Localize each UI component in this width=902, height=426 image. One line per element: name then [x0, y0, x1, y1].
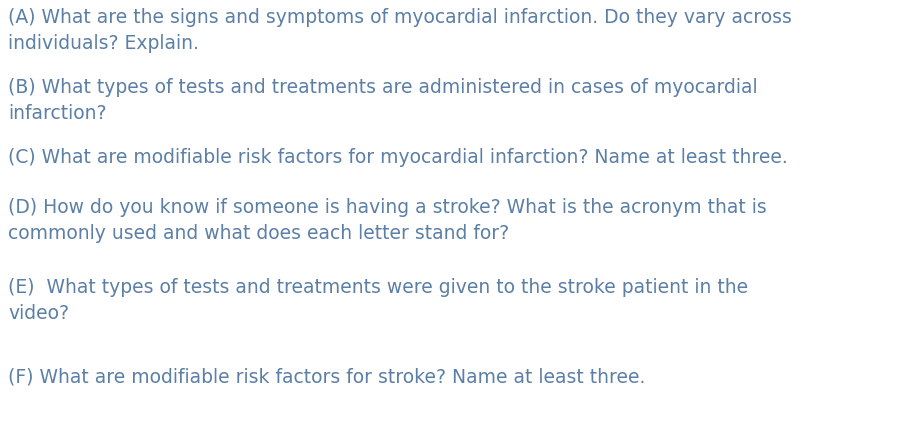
- Text: (B) What types of tests and treatments are administered in cases of myocardial
i: (B) What types of tests and treatments a…: [8, 78, 758, 122]
- Text: (A) What are the signs and symptoms of myocardial infarction. Do they vary acros: (A) What are the signs and symptoms of m…: [8, 8, 792, 53]
- Text: (F) What are modifiable risk factors for stroke? Name at least three.: (F) What are modifiable risk factors for…: [8, 367, 645, 386]
- Text: (C) What are modifiable risk factors for myocardial infarction? Name at least th: (C) What are modifiable risk factors for…: [8, 148, 787, 167]
- Text: (E)  What types of tests and treatments were given to the stroke patient in the
: (E) What types of tests and treatments w…: [8, 277, 748, 322]
- Text: (D) How do you know if someone is having a stroke? What is the acronym that is
c: (D) How do you know if someone is having…: [8, 198, 767, 242]
